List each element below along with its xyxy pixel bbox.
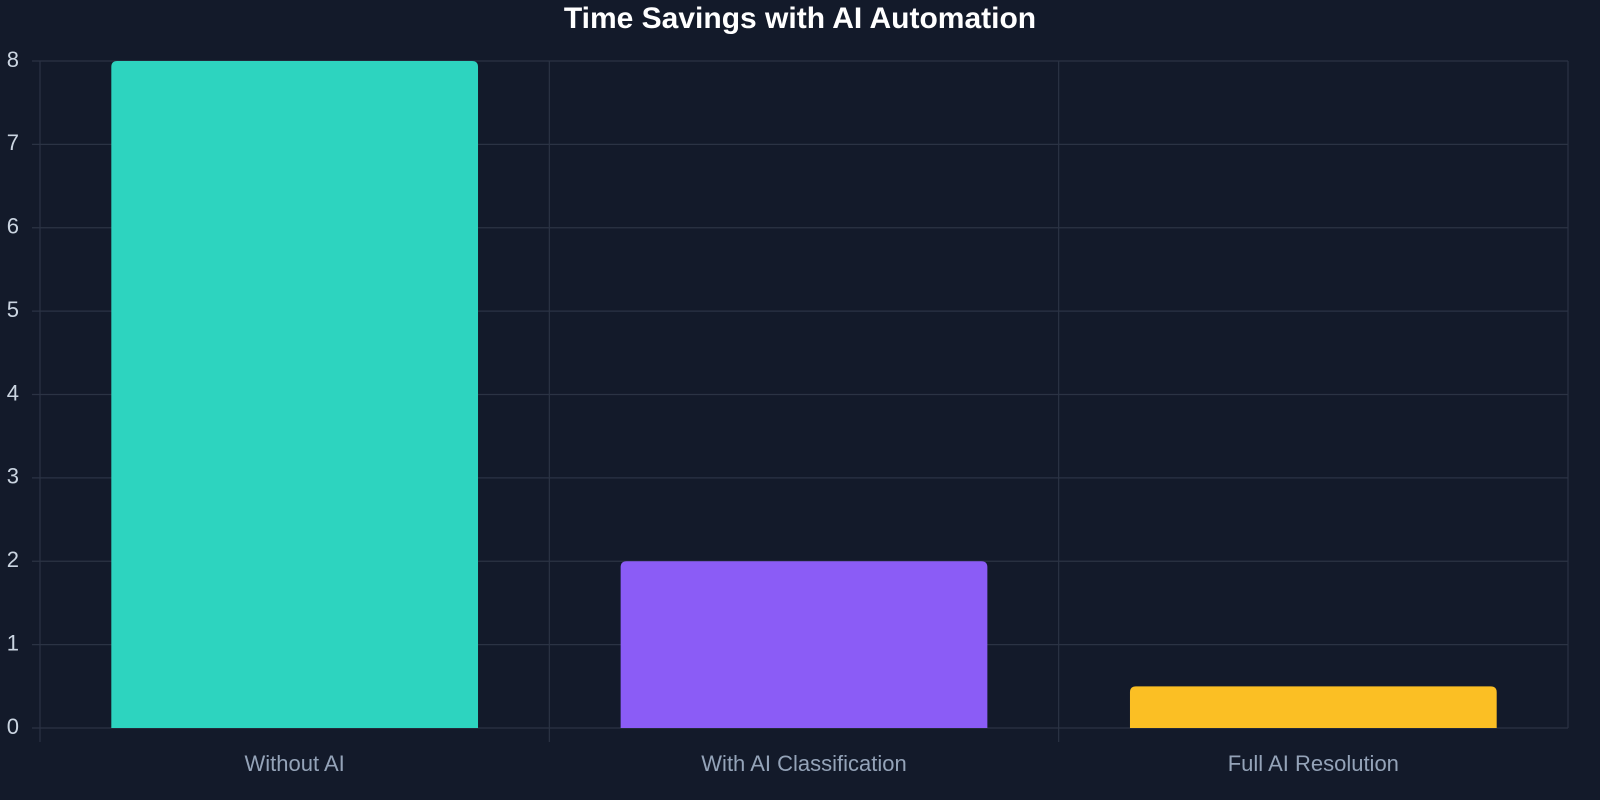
chart-title: Time Savings with AI Automation <box>564 2 1036 35</box>
y-tick-label: 6 <box>7 214 19 239</box>
y-tick-label: 3 <box>7 464 19 489</box>
bar <box>1129 686 1497 728</box>
bar <box>620 561 988 728</box>
y-tick-label: 4 <box>7 380 19 405</box>
y-tick-label: 2 <box>7 547 19 572</box>
x-tick-label: Without AI <box>245 751 345 776</box>
y-tick-label: 5 <box>7 297 19 322</box>
bar <box>111 61 479 728</box>
x-tick-label: Full AI Resolution <box>1228 751 1399 776</box>
x-tick-label: With AI Classification <box>701 751 906 776</box>
y-tick-label: 0 <box>7 714 19 739</box>
y-tick-label: 1 <box>7 630 19 655</box>
y-tick-label: 8 <box>7 47 19 72</box>
y-tick-label: 7 <box>7 130 19 155</box>
